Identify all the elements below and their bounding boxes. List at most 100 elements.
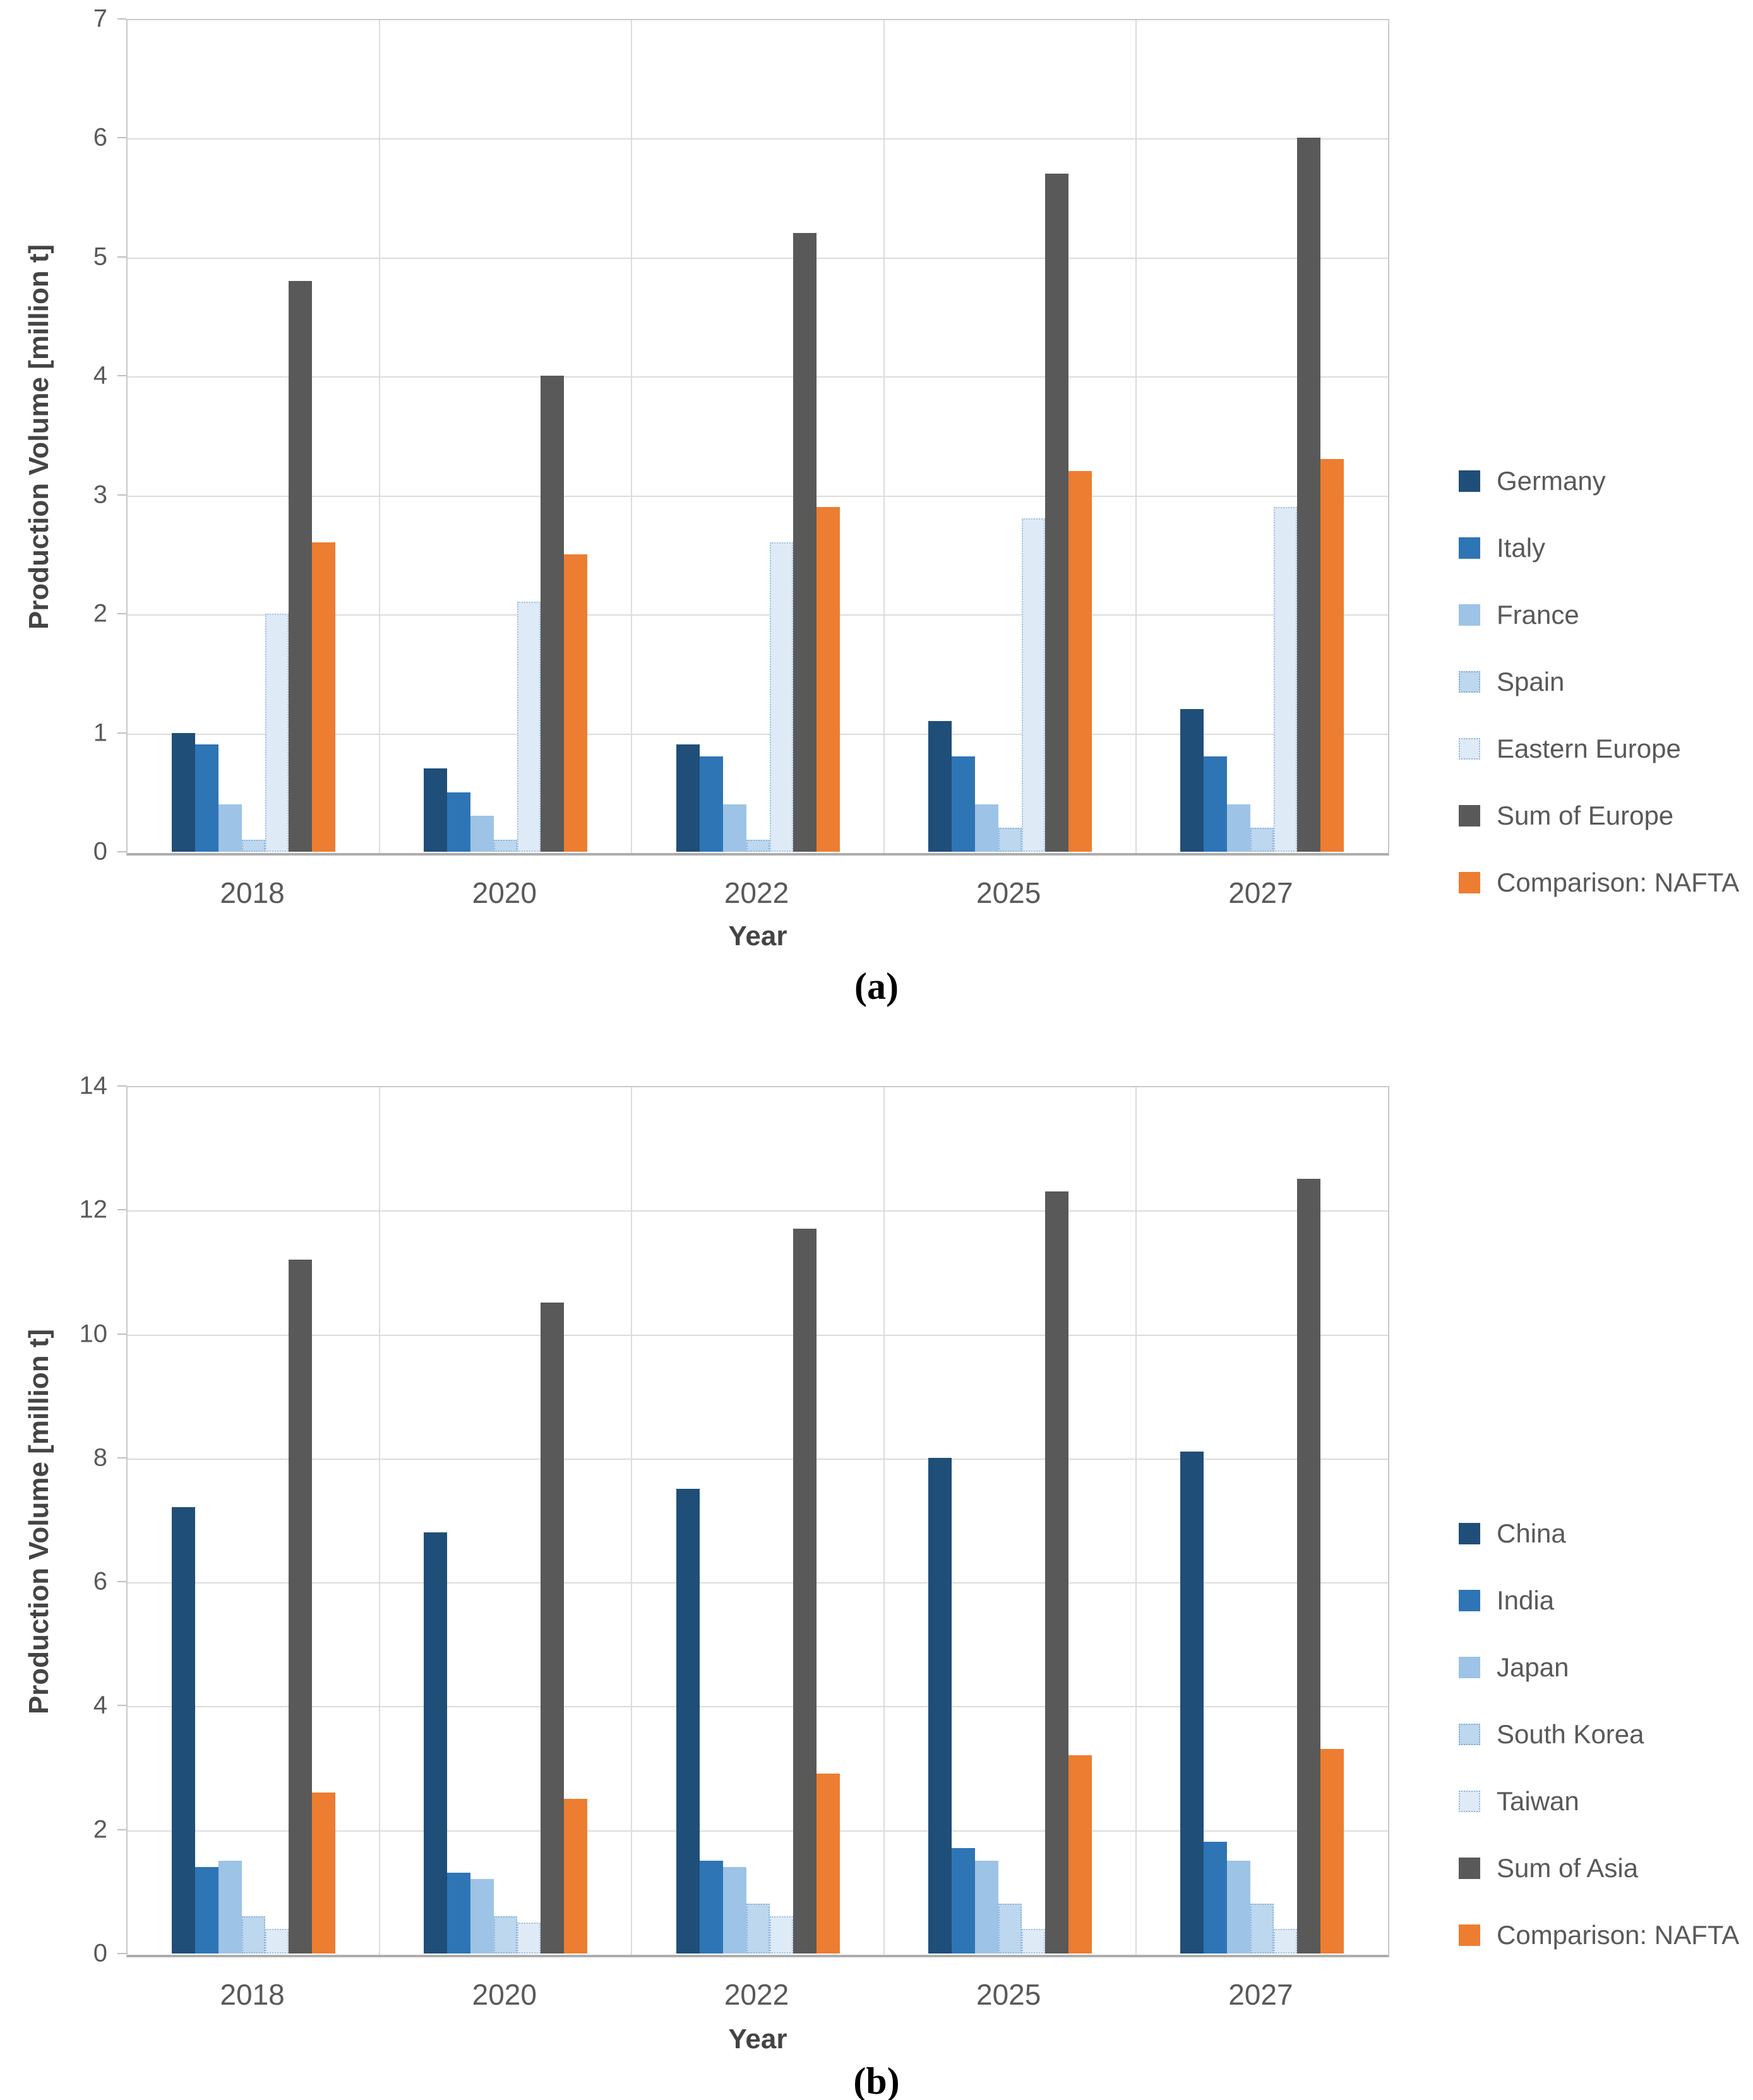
legend-item: Sum of Asia: [1459, 1853, 1739, 1883]
bar: [265, 614, 289, 852]
chart-a-y-axis-title: Production Volume [million t]: [23, 244, 54, 630]
legend-swatch: [1459, 1924, 1480, 1946]
gridline: [128, 1210, 1388, 1212]
bar: [1320, 1749, 1344, 1954]
gridline: [128, 376, 1388, 378]
bar: [172, 733, 195, 852]
bar: [172, 1507, 195, 1954]
y-tick-mark: [117, 1085, 126, 1087]
legend-item: South Korea: [1459, 1719, 1739, 1750]
x-category-label: 2027: [1228, 1978, 1293, 2011]
legend-item: Italy: [1459, 533, 1739, 563]
bar: [700, 756, 723, 852]
gridline: [128, 614, 1388, 616]
bar: [1274, 1929, 1297, 1954]
legend-swatch: [1459, 537, 1480, 559]
chart-a-section: Production Volume [million t] Year Germa…: [0, 0, 1753, 1010]
bar: [793, 233, 817, 852]
bar: [1022, 518, 1045, 852]
y-tick-label: 3: [93, 480, 107, 509]
gridline: [128, 138, 1388, 140]
bar: [447, 792, 470, 852]
bar: [1320, 459, 1344, 852]
bar: [265, 1929, 289, 1954]
bar: [770, 542, 793, 852]
bar: [470, 1879, 494, 1954]
legend-swatch: [1459, 671, 1480, 693]
y-tick-mark: [117, 1209, 126, 1211]
gridline: [128, 1830, 1388, 1832]
bar: [1250, 828, 1274, 852]
group-separator: [631, 20, 633, 853]
y-tick-mark: [117, 732, 126, 734]
group-separator: [1135, 1087, 1137, 1955]
bar: [793, 1229, 817, 1954]
bar: [242, 840, 265, 852]
legend-label: France: [1497, 600, 1579, 629]
y-tick-mark: [117, 1705, 126, 1707]
y-tick-mark: [117, 851, 126, 852]
legend-swatch: [1459, 604, 1480, 626]
bar: [952, 756, 975, 852]
bar: [1297, 1179, 1320, 1954]
x-category-label: 2018: [220, 876, 285, 909]
bar: [1068, 471, 1092, 852]
y-tick-label: 6: [93, 123, 107, 152]
gridline: [128, 495, 1388, 497]
bar: [928, 721, 952, 852]
x-category-label: 2025: [976, 876, 1041, 909]
y-tick-mark: [117, 18, 126, 20]
x-category-label: 2022: [724, 876, 789, 909]
bar: [746, 1904, 770, 1954]
y-tick-mark: [117, 1457, 126, 1459]
legend-label: Italy: [1497, 533, 1546, 563]
legend-item: Sum of Europe: [1459, 801, 1739, 831]
bar: [195, 744, 218, 852]
chart-b-caption: (b): [853, 2060, 900, 2100]
bar: [700, 1861, 723, 1954]
bar: [312, 1793, 335, 1954]
legend-label: India: [1497, 1585, 1555, 1615]
legend-swatch: [1459, 1657, 1480, 1678]
bar: [723, 804, 746, 852]
legend-label: China: [1497, 1518, 1566, 1548]
bar: [494, 840, 517, 852]
bar: [998, 828, 1022, 852]
bar: [1180, 1452, 1204, 1954]
legend-label: Comparison: NAFTA: [1497, 1920, 1740, 1950]
chart-a-x-axis-title: Year: [728, 921, 787, 952]
legend-swatch: [1459, 738, 1480, 760]
x-category-label: 2025: [976, 1978, 1041, 2011]
y-tick-mark: [117, 1333, 126, 1335]
legend-label: Spain: [1497, 667, 1565, 696]
y-tick-label: 0: [93, 837, 107, 866]
bar: [541, 376, 564, 852]
bar: [1204, 1842, 1227, 1954]
gridline: [128, 257, 1388, 259]
bar: [289, 1260, 312, 1954]
y-tick-label: 7: [93, 4, 107, 33]
legend-swatch: [1459, 470, 1480, 492]
chart-b-y-axis-title: Production Volume [million t]: [23, 1328, 54, 1715]
legend-label: Germany: [1497, 466, 1606, 496]
gridline: [128, 1582, 1388, 1584]
bar: [952, 1848, 975, 1954]
legend-label: Eastern Europe: [1497, 734, 1681, 763]
y-tick-label: 1: [93, 719, 107, 747]
gridline: [128, 1706, 1388, 1708]
legend-swatch: [1459, 1523, 1480, 1544]
chart-a-legend: Germany Italy France Spain Eastern Europe Sum…: [1459, 466, 1739, 898]
legend-label: Japan: [1497, 1652, 1569, 1682]
bar: [998, 1904, 1022, 1954]
bar: [195, 1867, 218, 1954]
y-tick-label: 10: [79, 1320, 108, 1348]
bar: [1227, 804, 1250, 852]
gridline: [128, 733, 1388, 735]
bar: [1045, 1191, 1068, 1954]
bar: [424, 1532, 447, 1954]
legend-item: Germany: [1459, 466, 1739, 496]
legend-label: Comparison: NAFTA: [1497, 868, 1740, 897]
x-category-label: 2018: [220, 1978, 285, 2011]
group-separator: [379, 20, 381, 853]
chart-b-plot-area: [126, 1086, 1389, 1957]
